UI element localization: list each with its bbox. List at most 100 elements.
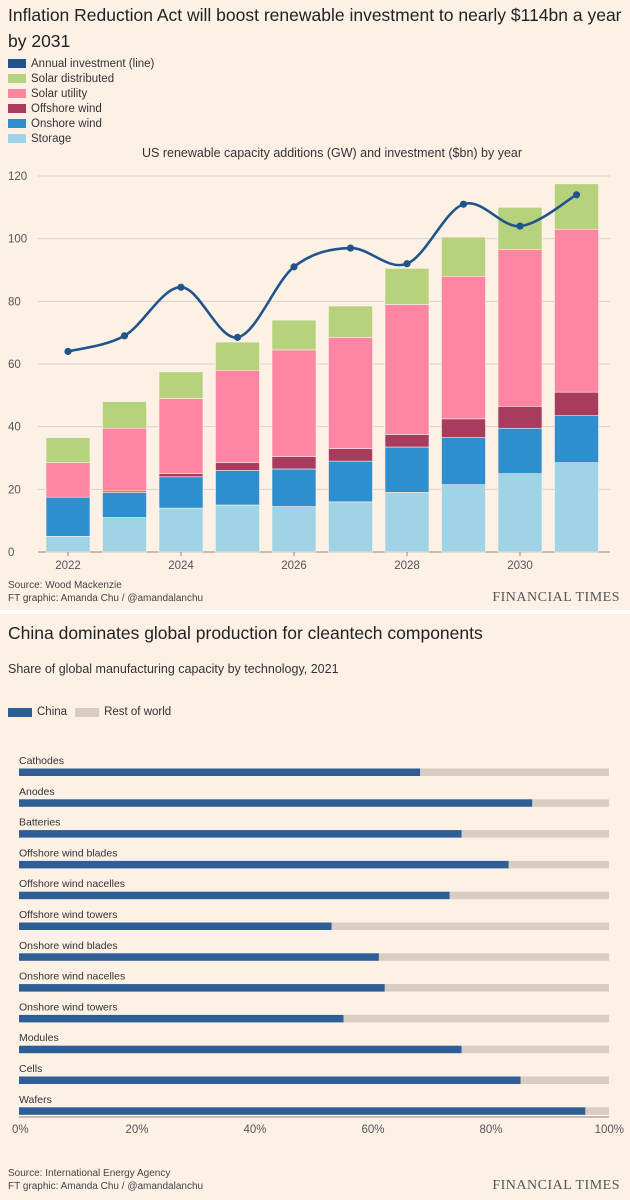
bar-segment xyxy=(45,496,91,537)
bar-segment xyxy=(19,799,533,807)
x-tick-label: 20% xyxy=(125,1124,148,1136)
bar-segment xyxy=(19,1076,521,1084)
bar-segment xyxy=(215,470,260,506)
ft-logo: FINANCIAL TIMES xyxy=(492,590,620,605)
x-tick-label: 2022 xyxy=(55,560,81,572)
investment-point xyxy=(64,347,72,356)
source-note: Source: International Energy Agency FT g… xyxy=(8,1167,203,1193)
bar-segment xyxy=(19,1014,344,1023)
source-text: Source: International Energy Agency xyxy=(8,1168,171,1179)
bar-segment xyxy=(19,1107,586,1115)
legend: Annual investment (line) Solar distribut… xyxy=(8,56,154,146)
bar-segment xyxy=(45,437,91,463)
legend: China Rest of world xyxy=(8,706,179,718)
bar-segment xyxy=(215,341,260,371)
bar-segment xyxy=(45,536,91,553)
x-tick-label: 2030 xyxy=(507,560,533,572)
bar-segment xyxy=(378,953,609,961)
legend-label: Solar distributed xyxy=(31,72,115,85)
x-tick-label: 2024 xyxy=(168,560,194,572)
bar-segment xyxy=(328,305,373,338)
investment-line xyxy=(67,193,578,353)
bar-segment xyxy=(461,1045,609,1054)
legend-label: China xyxy=(37,706,68,718)
category-label: Onshore wind blades xyxy=(19,940,118,952)
x-tick-label: 0% xyxy=(12,1124,29,1136)
investment-point xyxy=(459,200,468,208)
bar-segment xyxy=(497,249,543,407)
investment-point xyxy=(346,244,355,252)
bar-segment xyxy=(331,922,609,930)
bar-segment xyxy=(328,448,373,462)
source-text: Source: Wood Mackenzie xyxy=(8,580,122,591)
x-tick-label: 2028 xyxy=(394,560,420,572)
chart-subtitle: Share of global manufacturing capacity b… xyxy=(8,662,339,676)
bar-segment xyxy=(497,405,543,429)
legend-item-rest-of-world: Rest of world xyxy=(75,706,171,718)
bar-segment xyxy=(102,401,147,429)
bar-segment xyxy=(102,492,147,518)
legend-label: Annual investment (line) xyxy=(31,57,155,70)
investment-point xyxy=(403,260,411,268)
bar-segment xyxy=(215,504,260,553)
bar-segment xyxy=(19,922,332,930)
bar-segment xyxy=(19,860,509,869)
bar-segment xyxy=(554,228,599,393)
legend-label: Solar utility xyxy=(31,87,88,100)
bar-segment xyxy=(585,1107,609,1115)
legend-label: Rest of world xyxy=(104,706,172,718)
horizontal-bar-chart: Cathodes Anodes Batteries Offshore wind bla… xyxy=(12,755,624,1136)
chart-subtitle: US renewable capacity additions (GW) and… xyxy=(142,146,523,160)
bar-segment xyxy=(384,304,430,435)
bar-segment xyxy=(328,337,373,449)
bar-segment xyxy=(328,460,373,503)
category-label: Wafers xyxy=(19,1094,52,1106)
y-tick-label: 20 xyxy=(8,484,21,496)
source-note: Source: Wood Mackenzie FT graphic: Amand… xyxy=(8,579,203,605)
investment-point xyxy=(572,191,581,199)
investment-point xyxy=(120,332,129,340)
bar-segment xyxy=(384,446,430,493)
bar-segment xyxy=(461,830,609,838)
chart-title: Inflation Reduction Act will boost renew… xyxy=(8,5,622,51)
bar-segment xyxy=(497,473,543,553)
legend-item-solar-distributed: Solar distributed xyxy=(8,71,154,86)
panel-divider xyxy=(0,610,630,614)
x-tick-label: 60% xyxy=(361,1124,384,1136)
chart-title: China dominates global production for cl… xyxy=(8,623,483,643)
y-tick-label: 60 xyxy=(8,359,21,371)
bar-segment xyxy=(271,456,317,470)
bar-segment xyxy=(271,506,317,553)
category-label: Cells xyxy=(19,1063,42,1075)
y-tick-label: 120 xyxy=(8,171,27,183)
legend-item-annual-investment: Annual investment (line) xyxy=(8,56,154,71)
bar-segment xyxy=(343,1014,609,1023)
y-tick-label: 100 xyxy=(8,234,27,246)
legend-label: Onshore wind xyxy=(31,117,102,130)
x-tick-label: 100% xyxy=(595,1124,624,1136)
bar-segment xyxy=(508,860,609,869)
y-tick-label: 0 xyxy=(8,547,14,559)
legend-swatch xyxy=(8,119,26,128)
legend-item-china: China xyxy=(8,706,67,718)
bar-segment xyxy=(441,236,486,277)
legend-item-storage: Storage xyxy=(8,131,154,146)
bar-segment xyxy=(158,398,204,474)
bar-segment xyxy=(384,492,430,553)
bar-segment xyxy=(520,1076,609,1084)
bar-segment xyxy=(19,984,385,992)
credit-text: FT graphic: Amanda Chu / @amandalanchu xyxy=(8,593,204,604)
x-tick-label: 40% xyxy=(243,1124,266,1136)
bar-segment xyxy=(554,415,599,464)
bar-segment xyxy=(19,891,450,900)
legend-swatch xyxy=(75,707,100,717)
bar-segment xyxy=(102,517,147,553)
bar-segment xyxy=(384,434,430,448)
bar-segment xyxy=(441,418,486,438)
x-tick-label: 2026 xyxy=(281,560,307,572)
y-tick-label: 40 xyxy=(8,422,21,434)
category-label: Modules xyxy=(19,1032,59,1044)
bar-segment xyxy=(45,462,91,498)
bar-segment xyxy=(449,891,609,900)
category-label: Offshore wind nacelles xyxy=(19,878,125,890)
